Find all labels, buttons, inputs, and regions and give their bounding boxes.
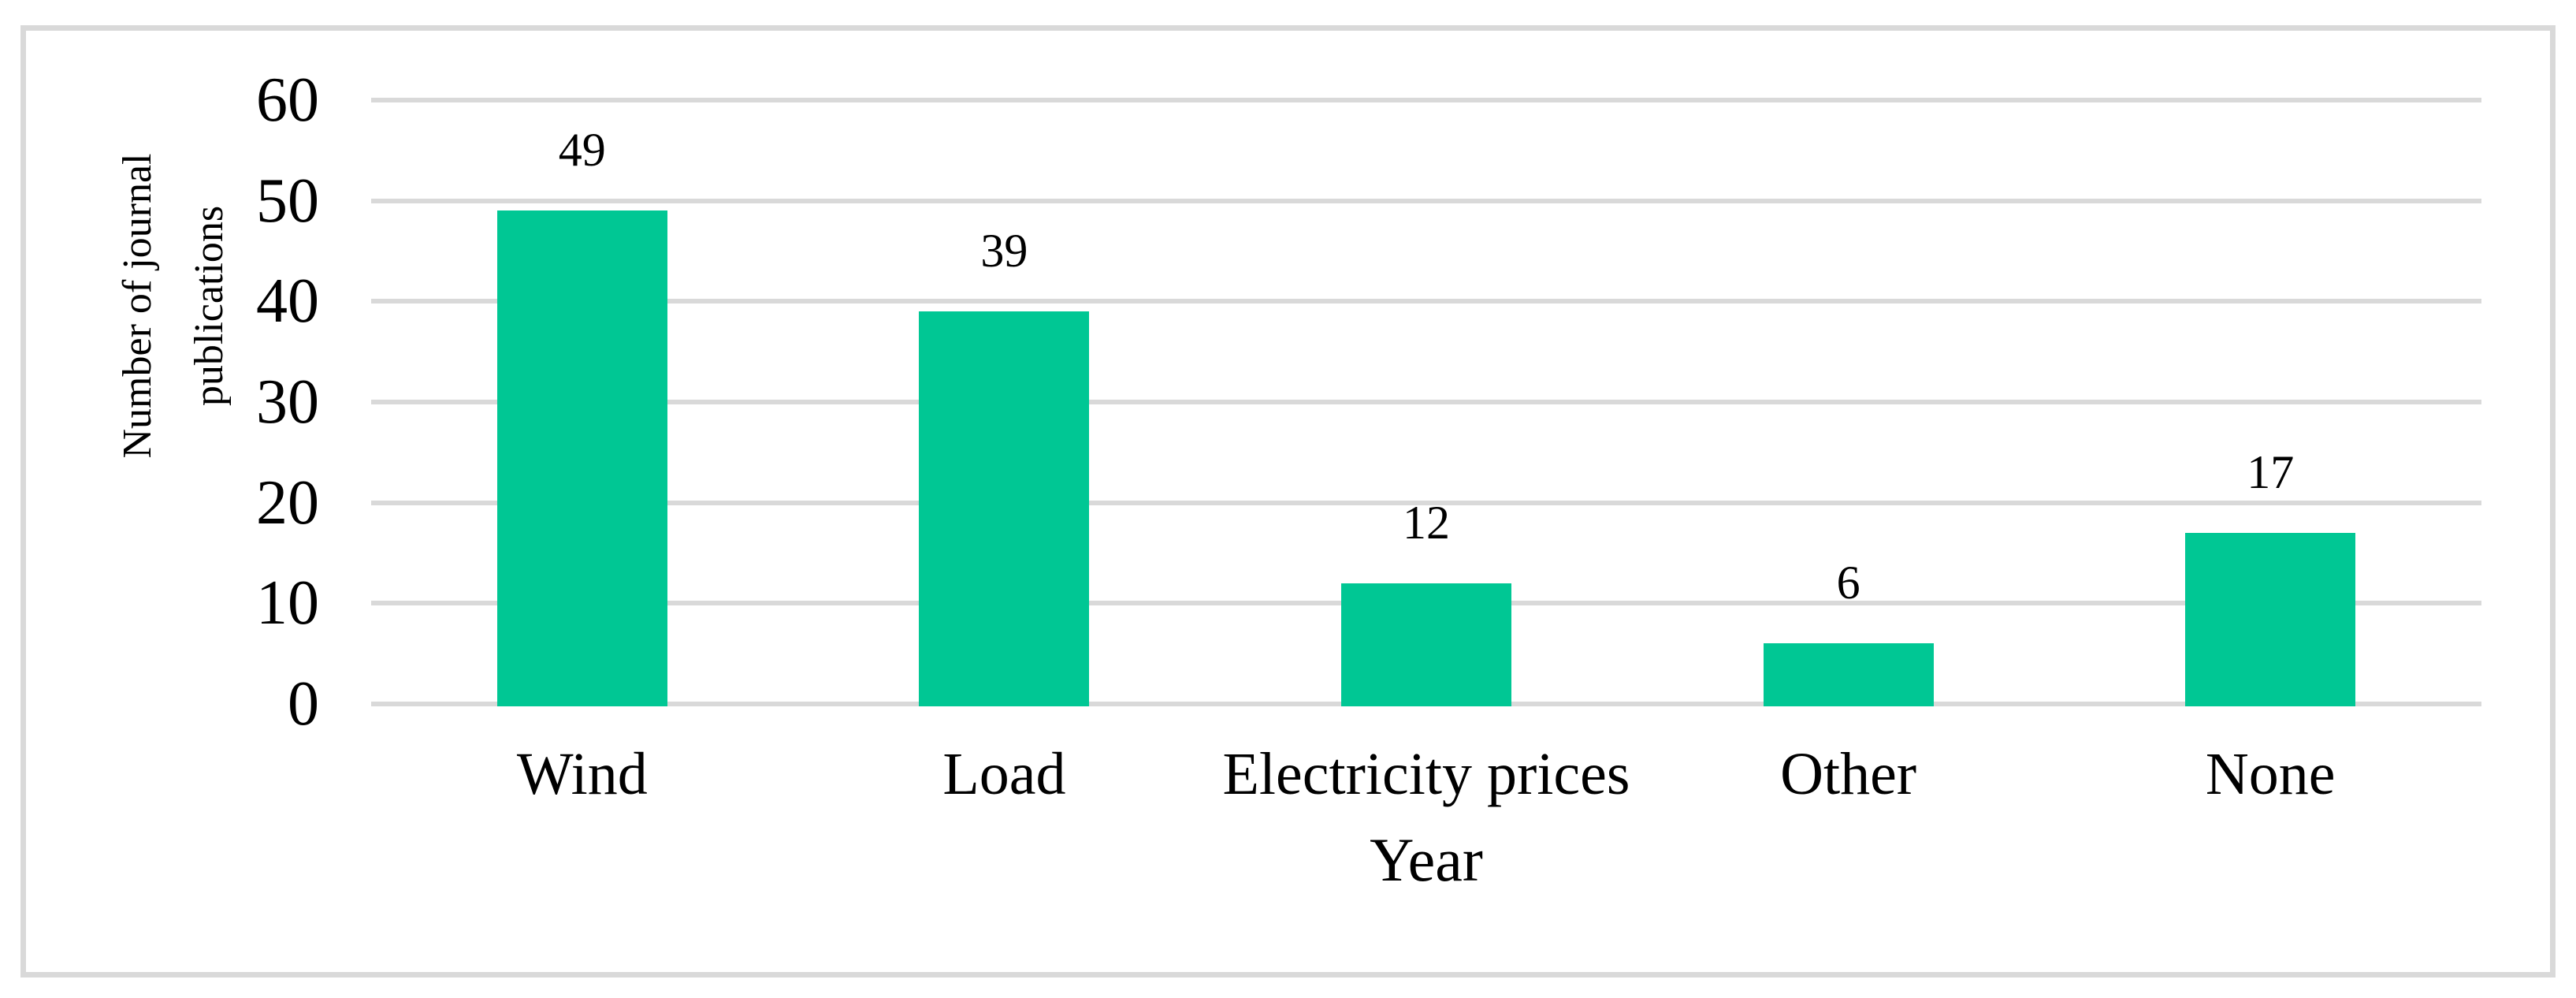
bar-none [2185,532,2356,706]
value-label-other: 6 [1836,557,1860,609]
y-axis-title: Number of journal publications [102,153,245,458]
x-category-label-none: None [2205,741,2336,807]
y-tick-label-10: 10 [256,568,319,639]
y-axis-title-line-1: Number of journal [115,153,160,459]
x-category-label-other: Other [1780,741,1917,807]
y-axis-title-line-2: publications [187,205,232,407]
gridline-y-30 [371,400,2481,404]
value-label-electricity-prices: 12 [1403,496,1450,549]
bar-load [919,311,1090,706]
y-tick-label-20: 20 [256,467,319,538]
y-tick-label-0: 0 [288,669,319,739]
value-label-wind: 49 [558,124,606,177]
chart-outer-border [20,25,2556,978]
bar-wind [496,210,667,706]
value-label-load: 39 [980,225,1028,277]
y-tick-label-40: 40 [256,266,319,337]
bar-other [1763,643,1934,706]
value-label-none: 17 [2247,445,2295,498]
gridline-y-60 [371,98,2481,102]
bar-electricity-prices [1341,583,1511,706]
x-category-label-load: Load [942,741,1066,807]
y-tick-label-30: 30 [256,367,319,437]
x-category-label-wind: Wind [516,741,648,807]
x-axis-title: Year [1370,825,1483,894]
y-tick-label-60: 60 [256,65,319,135]
gridline-y-50 [371,198,2481,203]
x-category-label-electricity-prices: Electricity prices [1222,741,1630,807]
y-tick-label-50: 50 [256,166,319,236]
gridline-y-20 [371,500,2481,505]
gridline-y-40 [371,299,2481,304]
